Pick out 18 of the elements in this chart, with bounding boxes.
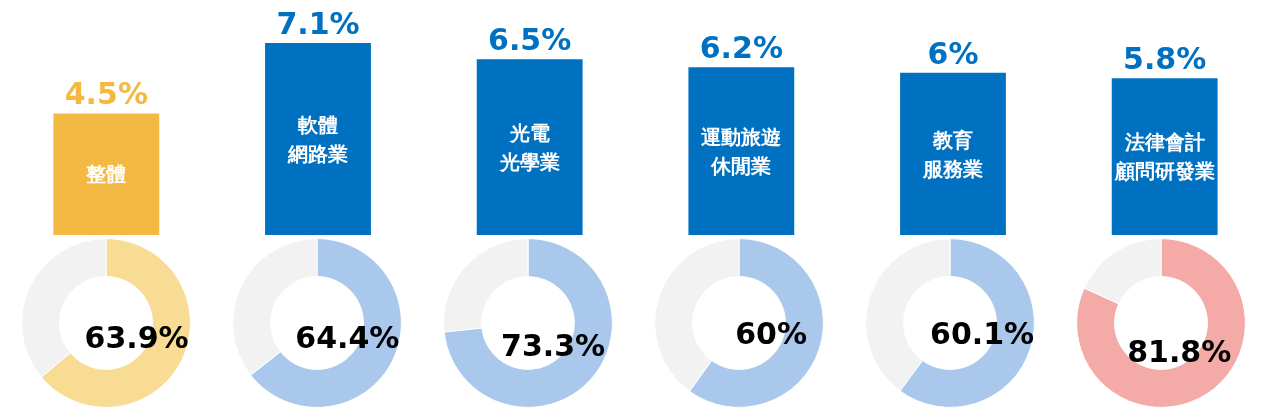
data-label: 60.1% [930,316,1035,351]
data-label: 5.8% [1123,41,1207,77]
data-label: 73.3% [501,327,606,363]
category-label: 教育服務業 [923,127,983,181]
category-label: 法律會計顧問研發業 [1114,130,1215,184]
category-label: 整體 [86,162,127,187]
data-label: 4.5% [64,76,148,112]
data-label: 81.8% [1127,333,1232,369]
category-label: 軟體網路業 [288,112,348,166]
data-label: 6.2% [699,30,783,66]
data-label: 63.9% [84,319,189,355]
data-label: 60% [735,315,808,351]
data-label: 6% [927,35,979,71]
data-label: 7.1% [276,5,360,41]
data-label: 64.4% [295,320,400,356]
category-label: 運動旅遊休閒業 [701,125,782,178]
category-label: 光電光學業 [499,120,560,174]
data-label: 6.5% [488,22,572,58]
